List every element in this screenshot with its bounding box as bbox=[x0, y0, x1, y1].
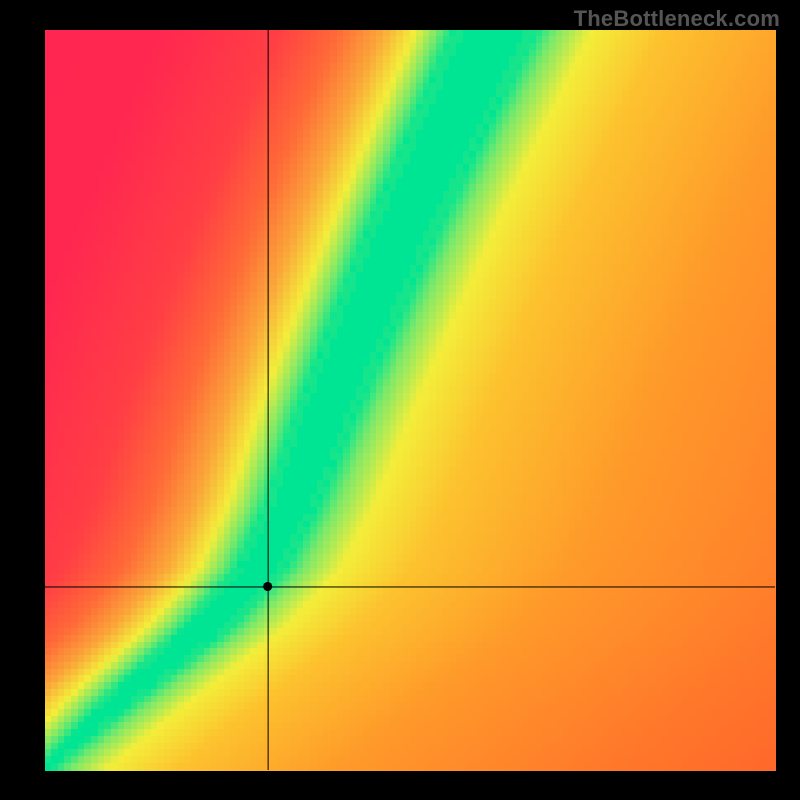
bottleneck-heatmap-canvas bbox=[0, 0, 800, 800]
watermark-text: TheBottleneck.com bbox=[574, 6, 780, 32]
chart-container: TheBottleneck.com bbox=[0, 0, 800, 800]
